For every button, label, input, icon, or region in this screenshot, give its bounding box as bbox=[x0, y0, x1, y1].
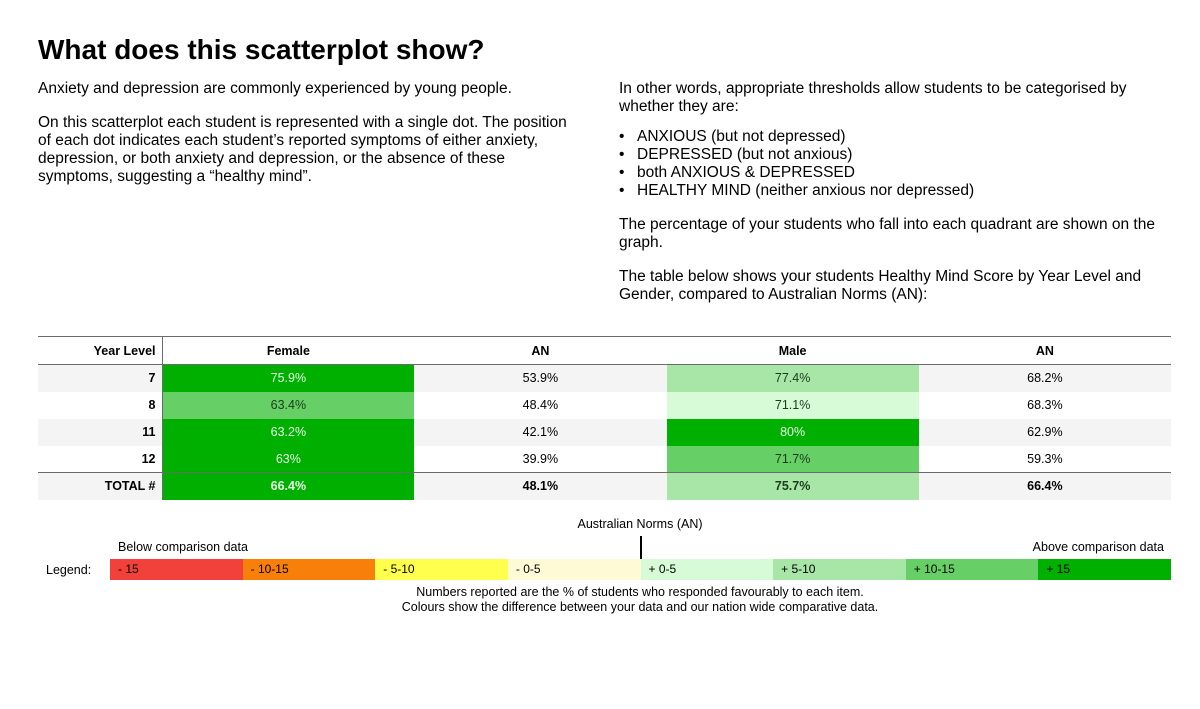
category-healthy: HEALTHY MIND (neither anxious nor depres… bbox=[619, 182, 1179, 200]
intro-left-column: Anxiety and depression are commonly expe… bbox=[38, 80, 583, 202]
intro-paragraph-1: Anxiety and depression are commonly expe… bbox=[38, 80, 512, 97]
table-row: 11 63.2% 42.1% 80% 62.9% bbox=[38, 418, 1171, 446]
above-comparison-label: Above comparison data bbox=[1032, 540, 1164, 554]
legend-color-scale: - 15 - 10-15 - 5-10 - 0-5 + 0-5 + 5-10 +… bbox=[110, 559, 1171, 580]
year-level-cell: 7 bbox=[38, 364, 163, 392]
page-title: What does this scatterplot show? bbox=[38, 34, 485, 65]
categories-intro: In other words, appropriate thresholds a… bbox=[619, 80, 1127, 115]
table-row: 7 75.9% 53.9% 77.4% 68.2% bbox=[38, 364, 1171, 392]
table-intro-paragraph: The table below shows your students Heal… bbox=[619, 268, 1142, 303]
female-cell: 63.4% bbox=[162, 391, 415, 419]
healthy-mind-table: Year Level Female AN Male AN 7 75.9% 53.… bbox=[38, 336, 1171, 500]
female-cell: 63% bbox=[162, 445, 415, 473]
footnote-line-2: Colours show the difference between your… bbox=[401, 600, 879, 614]
male-total-cell: 75.7% bbox=[666, 472, 919, 500]
year-level-cell: 12 bbox=[38, 445, 163, 473]
category-depressed: DEPRESSED (but not anxious) bbox=[619, 146, 1179, 164]
category-list: ANXIOUS (but not depressed) DEPRESSED (b… bbox=[619, 128, 1179, 200]
legend-label: Legend: bbox=[46, 563, 92, 577]
category-both: both ANXIOUS & DEPRESSED bbox=[619, 164, 1179, 182]
table-row: 12 63% 39.9% 71.7% 59.3% bbox=[38, 445, 1171, 473]
year-level-cell: 11 bbox=[38, 418, 163, 446]
total-label-cell: TOTAL # bbox=[38, 472, 163, 500]
table-header-row: Year Level Female AN Male AN bbox=[38, 336, 1171, 365]
header-male-an: AN bbox=[918, 336, 1171, 365]
male-cell: 71.1% bbox=[666, 391, 919, 419]
legend-swatch: + 10-15 bbox=[905, 559, 1039, 580]
category-anxious: ANXIOUS (but not depressed) bbox=[619, 128, 1179, 146]
male-cell: 80% bbox=[666, 418, 919, 446]
below-comparison-label: Below comparison data bbox=[118, 540, 248, 554]
female-cell: 75.9% bbox=[162, 364, 415, 392]
female-cell: 63.2% bbox=[162, 418, 415, 446]
header-female: Female bbox=[162, 336, 415, 365]
intro-paragraph-2: On this scatterplot each student is repr… bbox=[38, 114, 567, 185]
male-an-cell: 62.9% bbox=[918, 418, 1171, 446]
female-an-cell: 42.1% bbox=[414, 418, 667, 446]
legend-swatch: - 15 bbox=[110, 559, 243, 580]
header-male: Male bbox=[666, 336, 919, 365]
male-an-total-cell: 66.4% bbox=[918, 472, 1171, 500]
male-cell: 71.7% bbox=[666, 445, 919, 473]
quadrant-paragraph: The percentage of your students who fall… bbox=[619, 216, 1155, 251]
legend-swatch: - 0-5 bbox=[507, 559, 641, 580]
australian-norms-label: Australian Norms (AN) bbox=[577, 517, 703, 531]
legend-swatch: - 5-10 bbox=[375, 559, 508, 580]
female-an-cell: 53.9% bbox=[414, 364, 667, 392]
legend-swatch: + 15 bbox=[1038, 559, 1171, 580]
legend-footnote: Numbers reported are the % of students w… bbox=[340, 585, 940, 615]
male-an-cell: 68.2% bbox=[918, 364, 1171, 392]
legend-swatch: + 5-10 bbox=[773, 559, 906, 580]
legend-swatch: - 10-15 bbox=[242, 559, 376, 580]
table-total-row: TOTAL # 66.4% 48.1% 75.7% 66.4% bbox=[38, 472, 1171, 500]
legend-swatch: + 0-5 bbox=[640, 559, 774, 580]
header-female-an: AN bbox=[414, 336, 667, 365]
footnote-line-1: Numbers reported are the % of students w… bbox=[416, 585, 864, 599]
intro-right-column: In other words, appropriate thresholds a… bbox=[619, 80, 1179, 320]
male-an-cell: 59.3% bbox=[1027, 451, 1063, 466]
norms-divider-line bbox=[640, 536, 642, 580]
header-year-level: Year Level bbox=[38, 336, 163, 365]
female-an-cell: 39.9% bbox=[522, 451, 559, 466]
female-an-total-cell: 48.1% bbox=[414, 472, 667, 500]
female-total-cell: 66.4% bbox=[162, 472, 415, 500]
female-an-cell: 48.4% bbox=[522, 398, 559, 412]
year-level-cell: 8 bbox=[38, 391, 163, 419]
male-an-cell: 68.3% bbox=[1027, 398, 1063, 412]
table-row: 8 63.4% 48.4% 71.1% 68.3% bbox=[38, 391, 1171, 419]
male-cell: 77.4% bbox=[666, 364, 919, 392]
